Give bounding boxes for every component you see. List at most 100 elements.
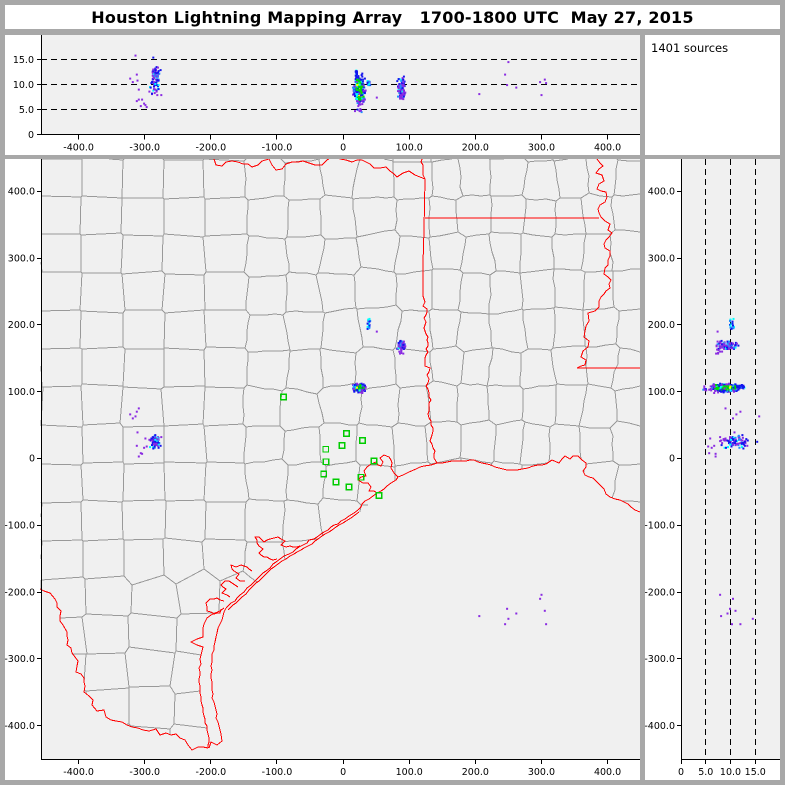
lma-source-point [134,54,137,57]
plan-view-map-panel[interactable]: 400.0 300.0 200.0 100.0 0 -100.0 -200.0 -300.0 -… [5,159,640,780]
lma-source-point [154,69,157,72]
lma-source-point [357,105,360,108]
lma-source-point [722,391,725,394]
lma-source-point [718,385,721,388]
map-y-tick-label: -200.0 [5,587,35,598]
lma-source-point [152,68,155,71]
lma-source-point [733,325,735,328]
lma-source-point [732,436,735,439]
top-x-tick-label: 0 [340,143,346,154]
lma-source-point [515,612,518,615]
lma-source-point [719,341,722,344]
lma-source-point [401,346,404,349]
lma-source-point [361,75,364,78]
lma-source-point [735,442,738,445]
lma-source-point [726,439,729,442]
lma-source-point [504,623,507,626]
lma-source-point [375,330,378,333]
altitude-ew-panel[interactable]: 0 5.0 10.0 15.0 -400.0 -300.0 -200.0 -100.0 0 100… [5,35,640,155]
top-y-tick-label: 10.0 [13,80,34,91]
lma-source-point [159,444,162,447]
lma-source-point [157,79,160,82]
lma-source-point [400,350,403,353]
lma-source-point [362,89,365,92]
lma-source-point [401,77,404,80]
lma-source-point [718,342,721,345]
lma-source-point [158,72,161,75]
altitude-ns-panel[interactable]: 400.0 300.0 200.0 100.0 0 -100.0 -200.0 -300.0 -… [645,159,780,780]
lma-source-point [737,344,740,347]
lma-source-point [367,80,370,83]
lma-source-point [728,340,730,343]
lma-source-point [357,386,360,389]
lma-source-point [737,388,740,391]
lma-source-point [154,83,157,86]
lma-source-point [154,88,157,91]
lma-source-point [733,431,736,434]
lma-source-point [358,103,360,106]
lma-station-marker [375,492,383,499]
lma-source-point [708,452,711,455]
lma-source-point [723,347,726,350]
lma-source-point [353,87,356,90]
lma-source-point [152,56,155,59]
right-y-tick-label: 200.0 [648,320,675,331]
top-x-tick-label: 200.0 [462,143,489,154]
lma-source-point [362,86,365,89]
right-y-tick-label: 300.0 [648,253,675,264]
lma-source-point [354,384,356,386]
lma-source-point [402,88,405,91]
top-x-tick-label: 100.0 [396,143,423,154]
lma-source-point [131,81,134,84]
lma-source-point [740,384,743,386]
lma-source-point [722,342,725,345]
lma-source-point [545,623,548,626]
lma-source-point [726,390,728,392]
lma-source-point [732,342,734,345]
lma-source-point [709,385,712,388]
lma-source-point [361,392,364,394]
lma-source-point [402,98,405,101]
lma-source-point [356,87,359,90]
lma-source-point [729,436,731,439]
lma-source-point [354,78,357,81]
lma-source-point [357,76,360,79]
lma-source-point [504,73,507,76]
lma-source-point [478,615,481,618]
lma-source-point [359,108,362,111]
lma-source-point [731,320,734,323]
lma-source-point [719,346,722,349]
right-y-tick-label: -100.0 [645,521,675,532]
lma-source-point [157,70,160,73]
top-y-tick-label: 5.0 [19,105,34,116]
lma-source-point [155,77,158,80]
lma-source-point [363,390,366,392]
lma-source-point [716,340,719,343]
lma-source-point [397,87,400,90]
figure-title: Houston Lightning Mapping Array 1700-180… [91,7,694,27]
lma-source-point [157,444,159,447]
lma-source-point [737,444,740,447]
lma-source-point [714,455,717,458]
lma-source-point [144,104,147,107]
lma-source-point [148,90,151,93]
lma-source-point [735,389,738,392]
top-plot-area [41,35,640,135]
lma-source-point [399,97,401,100]
lma-source-point [723,385,726,388]
lma-source-point [751,617,754,620]
lma-source-point [362,383,365,386]
lma-source-point [745,438,748,441]
lma-source-point [155,84,158,87]
lma-source-point [732,317,735,320]
lma-source-point [719,350,722,353]
lma-source-point [732,386,735,389]
lma-source-point [717,386,720,389]
lma-source-point [366,80,369,83]
lma-source-point [726,612,729,615]
lma-source-point [358,110,361,113]
lma-source-point [732,443,734,446]
lma-source-point [731,623,733,626]
lma-source-point [358,86,360,89]
lma-source-point [741,434,744,437]
